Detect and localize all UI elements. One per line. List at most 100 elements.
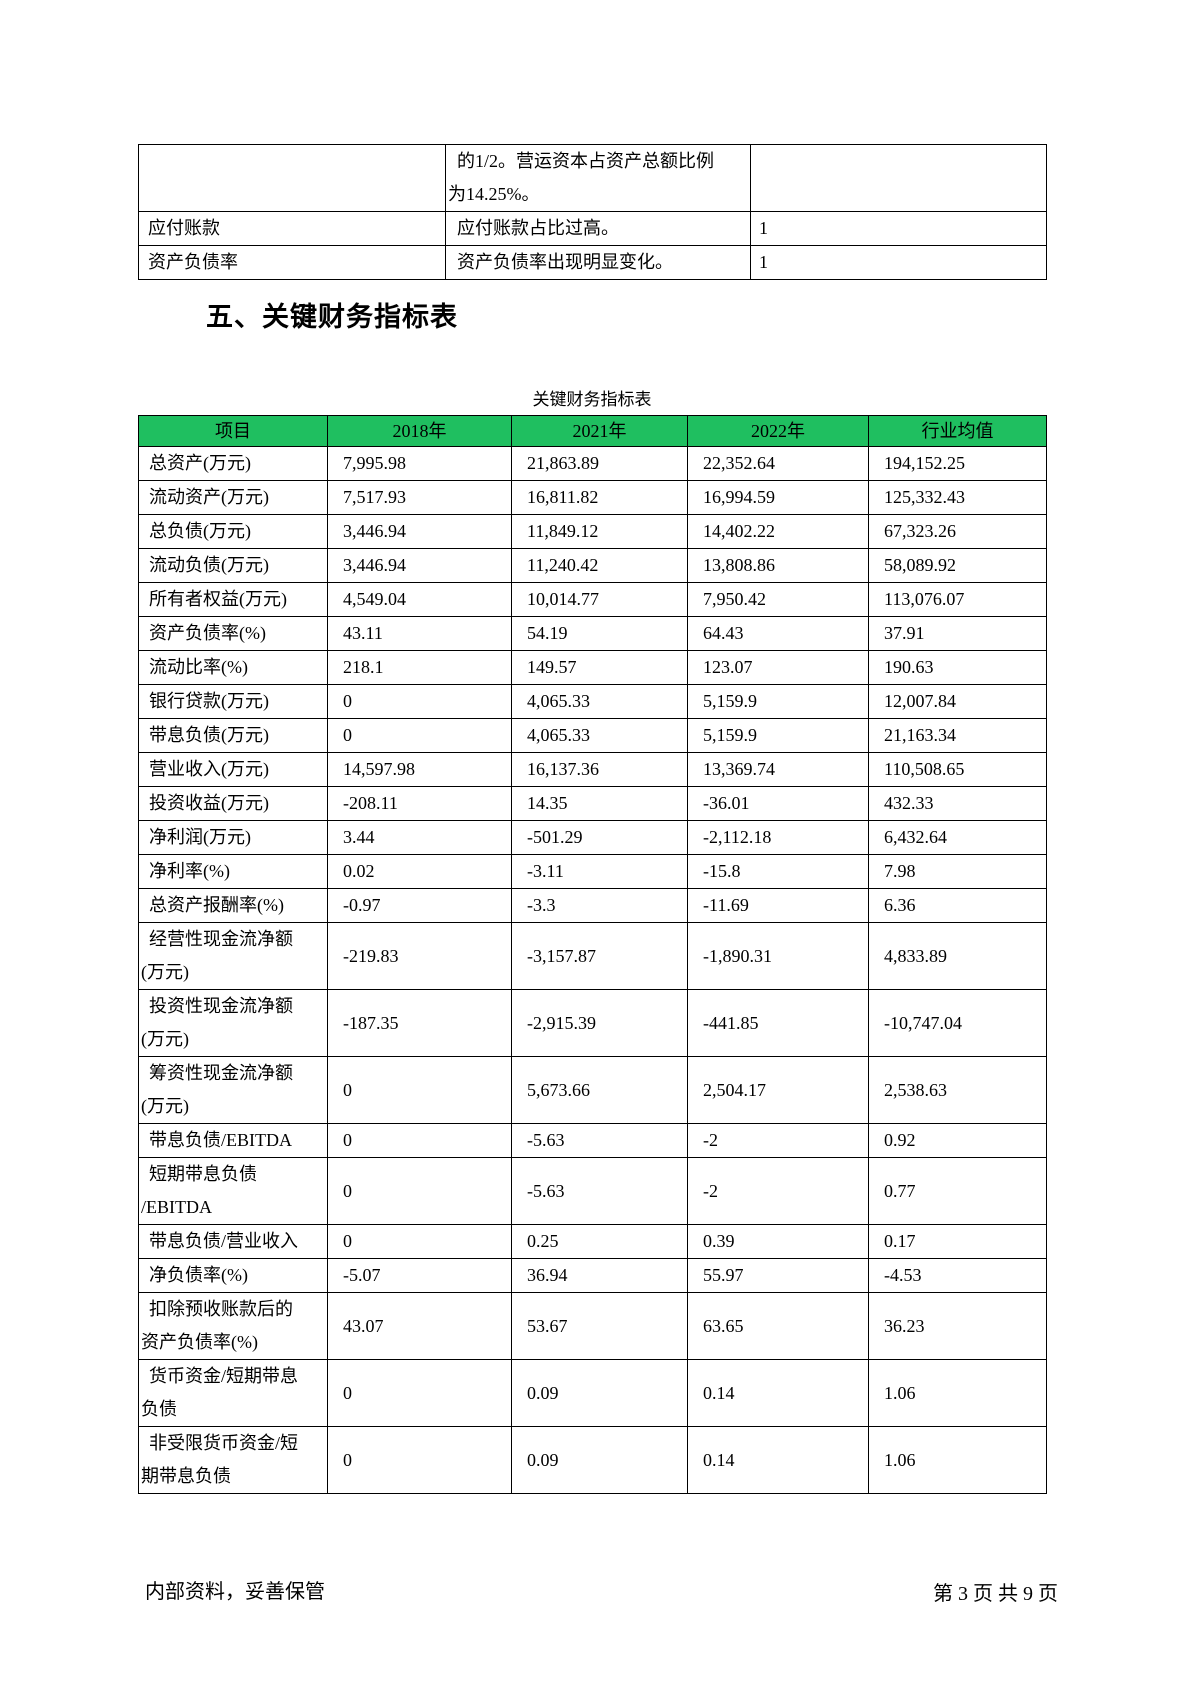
indicator-value-industry-avg: 6,432.64	[868, 820, 1047, 855]
table-row: 资产负债率(%) 43.11 54.19 64.43 37.91	[138, 616, 1047, 651]
indicator-value-2022: 55.97	[687, 1258, 869, 1293]
indicator-value-2022: -36.01	[687, 786, 869, 821]
indicator-value-2021: -3.11	[511, 854, 688, 889]
table-row: 总资产(万元) 7,995.98 21,863.89 22,352.64 194…	[138, 446, 1047, 481]
indicator-value-2022: 0.39	[687, 1224, 869, 1259]
indicator-value-2021: 10,014.77	[511, 582, 688, 617]
indicator-value-2021: 5,673.66	[511, 1056, 688, 1124]
indicator-value-2021: 0.25	[511, 1224, 688, 1259]
table-row: 应付账款 应付账款占比过高。 1	[138, 211, 1047, 246]
indicator-value-industry-avg: 21,163.34	[868, 718, 1047, 753]
indicator-value-2018: 0	[327, 1056, 512, 1124]
indicator-value-2021: 0.09	[511, 1359, 688, 1427]
indicator-value-industry-avg: -4.53	[868, 1258, 1047, 1293]
indicator-value-industry-avg: 113,076.07	[868, 582, 1047, 617]
indicator-value-2018: 0	[327, 684, 512, 719]
footer-confidential-note: 内部资料，妥善保管	[145, 1581, 325, 1603]
table-row: 的1/2。营运资本占资产总额比例 为14.25%。	[138, 144, 1047, 212]
indicator-value-industry-avg: 36.23	[868, 1292, 1047, 1360]
indicator-label-cell: 总资产报酬率(%)	[138, 888, 328, 923]
indicator-value-2018: 3.44	[327, 820, 512, 855]
indicator-value-2018: 14,597.98	[327, 752, 512, 787]
table-row: 银行贷款(万元) 0 4,065.33 5,159.9 12,007.84	[138, 684, 1047, 719]
risk-score-cell: 1	[750, 211, 1047, 246]
indicator-value-2018: 0	[327, 1157, 512, 1225]
indicator-label-cell: 银行贷款(万元)	[138, 684, 328, 719]
table-row: 资产负债率 资产负债率出现明显变化。 1	[138, 245, 1047, 280]
table-row: 带息负债(万元) 0 4,065.33 5,159.9 21,163.34	[138, 718, 1047, 753]
indicator-value-industry-avg: 58,089.92	[868, 548, 1047, 583]
table-row: 流动资产(万元) 7,517.93 16,811.82 16,994.59 12…	[138, 480, 1047, 515]
indicator-value-2021: 16,811.82	[511, 480, 688, 515]
indicator-value-2018: 4,549.04	[327, 582, 512, 617]
indicator-value-2022: -15.8	[687, 854, 869, 889]
indicator-value-2018: -5.07	[327, 1258, 512, 1293]
indicator-label-cell: 所有者权益(万元)	[138, 582, 328, 617]
indicator-label-cell: 净利率(%)	[138, 854, 328, 889]
indicator-value-industry-avg: 7.98	[868, 854, 1047, 889]
indicator-value-2018: 0.02	[327, 854, 512, 889]
indicator-label-cell: 带息负债(万元)	[138, 718, 328, 753]
indicator-value-industry-avg: 1.06	[868, 1426, 1047, 1494]
indicator-value-2022: 5,159.9	[687, 684, 869, 719]
indicator-value-2021: -5.63	[511, 1157, 688, 1225]
indicator-value-2021: 53.67	[511, 1292, 688, 1360]
indicator-value-2018: 0	[327, 718, 512, 753]
indicator-label-cell: 流动比率(%)	[138, 650, 328, 685]
indicator-value-2021: 11,849.12	[511, 514, 688, 549]
risk-description-cell: 应付账款占比过高。	[445, 211, 751, 246]
indicator-value-2022: 5,159.9	[687, 718, 869, 753]
table-row: 流动比率(%) 218.1 149.57 123.07 190.63	[138, 650, 1047, 685]
table-row: 筹资性现金流净额 (万元) 0 5,673.66 2,504.17 2,538.…	[138, 1056, 1047, 1124]
indicator-value-2022: 63.65	[687, 1292, 869, 1360]
indicator-value-industry-avg: 1.06	[868, 1359, 1047, 1427]
indicator-value-industry-avg: 432.33	[868, 786, 1047, 821]
table-row: 带息负债/EBITDA 0 -5.63 -2 0.92	[138, 1123, 1047, 1158]
risk-item-cell: 应付账款	[138, 211, 446, 246]
risk-score-cell: 1	[750, 245, 1047, 280]
indicator-value-2022: 13,808.86	[687, 548, 869, 583]
table-row: 投资性现金流净额 (万元) -187.35 -2,915.39 -441.85 …	[138, 989, 1047, 1057]
indicator-value-2022: -441.85	[687, 989, 869, 1057]
table-row: 非受限货币资金/短 期带息负债 0 0.09 0.14 1.06	[138, 1426, 1047, 1494]
table-row: 投资收益(万元) -208.11 14.35 -36.01 432.33	[138, 786, 1047, 821]
risk-item-cell	[138, 144, 446, 212]
indicator-value-2018: 3,446.94	[327, 548, 512, 583]
indicator-value-2018: -208.11	[327, 786, 512, 821]
indicator-value-2022: -1,890.31	[687, 922, 869, 990]
indicator-value-industry-avg: 0.77	[868, 1157, 1047, 1225]
indicator-value-2022: 123.07	[687, 650, 869, 685]
indicator-value-2022: 64.43	[687, 616, 869, 651]
table-row: 营业收入(万元) 14,597.98 16,137.36 13,369.74 1…	[138, 752, 1047, 787]
indicator-value-2018: -187.35	[327, 989, 512, 1057]
risk-item-cell: 资产负债率	[138, 245, 446, 280]
indicator-value-2018: 7,517.93	[327, 480, 512, 515]
indicator-label-cell: 投资收益(万元)	[138, 786, 328, 821]
indicator-value-2021: -3.3	[511, 888, 688, 923]
indicator-value-2018: 3,446.94	[327, 514, 512, 549]
indicator-value-industry-avg: 194,152.25	[868, 446, 1047, 481]
indicator-value-2022: 0.14	[687, 1426, 869, 1494]
indicator-value-2022: 2,504.17	[687, 1056, 869, 1124]
indicator-value-2018: 43.11	[327, 616, 512, 651]
table-row: 流动负债(万元) 3,446.94 11,240.42 13,808.86 58…	[138, 548, 1047, 583]
indicator-label-cell: 流动负债(万元)	[138, 548, 328, 583]
indicator-value-2018: 7,995.98	[327, 446, 512, 481]
section-heading: 五、关键财务指标表	[206, 302, 458, 332]
table-row: 带息负债/营业收入 0 0.25 0.39 0.17	[138, 1224, 1047, 1259]
indicator-value-2021: 36.94	[511, 1258, 688, 1293]
indicator-value-2022: -11.69	[687, 888, 869, 923]
table-row: 所有者权益(万元) 4,549.04 10,014.77 7,950.42 11…	[138, 582, 1047, 617]
carryover-risk-table: 的1/2。营运资本占资产总额比例 为14.25%。 应付账款 应付账款占比过高。…	[138, 144, 1047, 280]
indicator-value-2022: 7,950.42	[687, 582, 869, 617]
table-row: 货币资金/短期带息 负债 0 0.09 0.14 1.06	[138, 1359, 1047, 1427]
indicator-value-2022: 13,369.74	[687, 752, 869, 787]
indicator-value-2018: 0	[327, 1426, 512, 1494]
indicator-value-2021: 14.35	[511, 786, 688, 821]
indicator-value-2022: 22,352.64	[687, 446, 869, 481]
indicator-label-cell: 非受限货币资金/短 期带息负债	[138, 1426, 328, 1494]
indicator-value-industry-avg: 12,007.84	[868, 684, 1047, 719]
indicator-value-2018: 218.1	[327, 650, 512, 685]
table-row: 总负债(万元) 3,446.94 11,849.12 14,402.22 67,…	[138, 514, 1047, 549]
indicator-value-industry-avg: 67,323.26	[868, 514, 1047, 549]
